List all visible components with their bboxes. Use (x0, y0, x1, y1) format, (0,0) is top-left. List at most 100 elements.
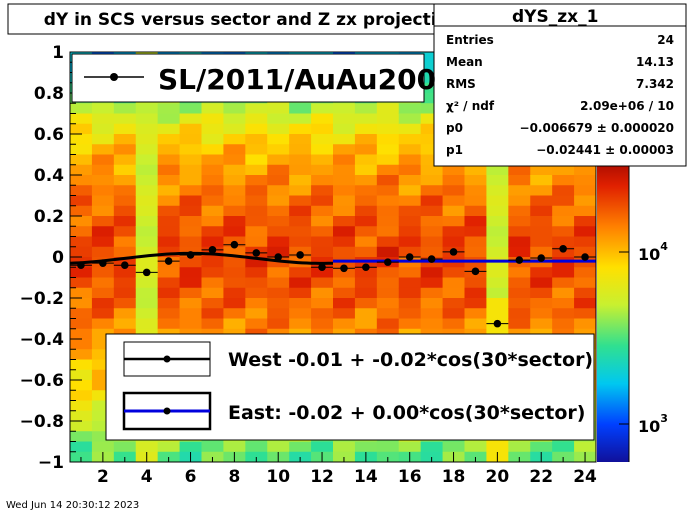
heatmap-cell (70, 195, 93, 207)
heatmap-cell (245, 216, 268, 227)
heatmap-cell (267, 226, 290, 238)
heatmap-cell (91, 421, 115, 432)
heatmap-cell (376, 308, 400, 320)
heatmap-cell (113, 154, 137, 166)
heatmap-cell (354, 123, 378, 135)
heatmap-cell (70, 113, 93, 125)
heatmap-cell (70, 154, 93, 166)
data-point (230, 240, 239, 249)
heatmap-cell (311, 287, 334, 299)
heatmap-cell (486, 185, 509, 197)
heatmap-cell (157, 236, 181, 248)
heatmap-cell (201, 103, 225, 115)
heatmap-cell (289, 123, 312, 135)
heatmap-cell (91, 185, 115, 197)
heatmap-cell (376, 134, 400, 145)
heatmap-cell (442, 441, 466, 453)
heatmap-cell (376, 267, 400, 279)
heatmap-cell (157, 154, 181, 166)
heatmap-cell (311, 277, 334, 289)
legend-west-label: West -0.01 + -0.02*cos(30*sector) (228, 349, 593, 371)
heatmap-cell (442, 185, 466, 197)
x-tick-label: 22 (529, 467, 553, 487)
heatmap-cell (354, 216, 378, 227)
data-point (537, 254, 546, 262)
heatmap-cell (113, 451, 137, 462)
heatmap-cell (333, 267, 356, 279)
heatmap-cell (464, 298, 488, 309)
heatmap-cell (442, 267, 466, 279)
heatmap-cell (333, 216, 356, 227)
heatmap-cell (223, 164, 246, 176)
heatmap-cell (398, 195, 422, 207)
heatmap-cell (398, 123, 422, 135)
heatmap-cell (289, 287, 312, 299)
heatmap-cell (245, 267, 268, 279)
y-tick-label: −0.4 (20, 330, 65, 350)
heatmap-cell (70, 359, 93, 371)
heatmap-cell (574, 441, 596, 453)
heatmap-cell (157, 144, 181, 156)
heatmap-cell (113, 441, 137, 453)
heatmap-cell (311, 298, 334, 309)
heatmap-cell (354, 318, 378, 330)
heatmap-cell (223, 308, 246, 320)
heatmap-cell (157, 308, 181, 320)
heatmap-cell (333, 308, 356, 320)
heatmap-cell (574, 246, 596, 258)
heatmap-cell (420, 164, 444, 176)
heatmap-cell (179, 277, 203, 289)
heatmap-cell (267, 134, 290, 145)
heatmap-cell (552, 205, 575, 217)
heatmap-cell (179, 267, 203, 279)
heatmap-cell (70, 103, 93, 115)
heatmap-cell (289, 113, 312, 125)
heatmap-cell (442, 308, 466, 320)
data-point (471, 267, 480, 276)
heatmap-cell (201, 287, 225, 299)
heatmap-cell (289, 103, 312, 115)
heatmap-cell (486, 195, 509, 207)
heatmap-cell (70, 349, 93, 361)
heatmap-cell (376, 154, 400, 166)
stats-row-value: −0.02441 ± 0.00003 (536, 143, 674, 157)
heatmap-cell (464, 287, 488, 299)
heatmap-cell (311, 103, 334, 115)
heatmap-cell (135, 103, 159, 115)
heatmap-cell (223, 134, 246, 145)
heatmap-cell (201, 226, 225, 238)
heatmap-cell (333, 451, 356, 462)
heatmap-cell (245, 226, 268, 238)
data-point (208, 246, 217, 254)
heatmap-cell (574, 164, 596, 176)
heatmap-cell (486, 308, 509, 320)
heatmap-cell (530, 267, 553, 279)
heatmap-cell (376, 298, 400, 309)
heatmap-cell (354, 195, 378, 207)
heatmap-cell (135, 257, 159, 268)
heatmap-cell (289, 144, 312, 156)
heatmap-cell (157, 103, 181, 115)
heatmap-cell (113, 277, 137, 289)
heatmap-cell (201, 164, 225, 176)
heatmap-cell (289, 277, 312, 289)
heatmap-cell (552, 277, 575, 289)
heatmap-cell (91, 205, 115, 217)
heatmap-cell (91, 175, 115, 186)
heatmap-cell (91, 246, 115, 258)
heatmap-cell (442, 287, 466, 299)
heatmap-cell (333, 318, 356, 330)
heatmap-cell (179, 441, 203, 453)
heatmap-cell (486, 441, 509, 453)
heatmap-cell (398, 175, 422, 186)
heatmap-cell (179, 164, 203, 176)
heatmap-cell (311, 195, 334, 207)
z-tick-label: 104 (638, 240, 668, 264)
data-point (515, 256, 524, 264)
heatmap-cell (245, 451, 268, 462)
heatmap-cell (420, 236, 444, 248)
heatmap-cell (530, 164, 553, 176)
heatmap-cell (530, 318, 553, 330)
heatmap-cell (464, 164, 488, 176)
heatmap-cell (398, 134, 422, 145)
